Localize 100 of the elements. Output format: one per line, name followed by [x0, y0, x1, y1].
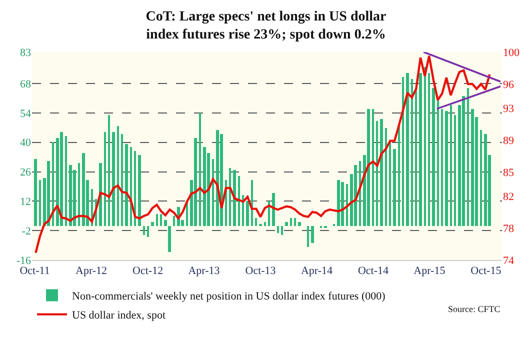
bar — [380, 119, 383, 226]
bar — [39, 180, 41, 226]
y-tick-label: 68 — [20, 78, 32, 90]
y2-tick-label: 96 — [503, 78, 514, 91]
bar — [69, 165, 72, 226]
bar — [229, 168, 231, 226]
x-tick-label: Oct-15 — [470, 265, 502, 278]
y-tick-label: 26 — [20, 166, 32, 179]
bar — [337, 180, 340, 226]
x-tick-label: Apr-15 — [414, 265, 446, 278]
bar — [341, 182, 344, 226]
bar — [411, 79, 413, 226]
bar — [298, 222, 301, 226]
legend-label: US dollar index, spot — [72, 310, 166, 322]
bar — [462, 96, 465, 226]
bar — [216, 130, 219, 226]
bar — [233, 170, 236, 226]
y-tick-label: -2 — [22, 225, 31, 238]
bar — [134, 151, 136, 226]
bar — [307, 226, 309, 247]
legend-label: Non-commercials' weekly net position in US dollar index futures (000) — [72, 290, 386, 303]
bar — [47, 161, 50, 226]
bar — [467, 88, 469, 226]
bar — [432, 88, 435, 226]
bar — [199, 113, 201, 226]
x-tick-label: Oct-11 — [20, 265, 50, 278]
x-tick-label: Apr-12 — [76, 265, 108, 278]
bar — [164, 220, 167, 226]
bar — [398, 126, 400, 226]
bar — [147, 226, 149, 237]
bar — [78, 163, 80, 226]
bar — [445, 111, 448, 226]
bar — [385, 128, 387, 226]
bar — [246, 201, 249, 226]
bar — [424, 67, 426, 226]
bar — [220, 134, 223, 226]
y-tick-label: 54 — [20, 108, 32, 120]
y-tick-label: 12 — [20, 196, 31, 208]
y2-tick-label: 89 — [503, 134, 514, 147]
source-note: Source: CFTC — [448, 304, 500, 314]
bar — [60, 132, 63, 226]
bar — [130, 147, 132, 226]
bar — [264, 222, 266, 226]
bar — [65, 136, 67, 226]
bar — [160, 214, 162, 226]
bar — [104, 132, 106, 226]
bar — [354, 165, 357, 226]
bar — [203, 147, 206, 226]
bar — [277, 226, 279, 233]
bar — [454, 115, 456, 226]
bar — [125, 144, 128, 226]
bar — [156, 214, 158, 226]
y-tick-label: 40 — [20, 137, 32, 150]
bar — [393, 149, 396, 226]
bar — [419, 73, 422, 226]
bar — [376, 121, 378, 226]
bar — [251, 180, 253, 226]
y2-tick-label: 78 — [503, 222, 514, 235]
bar — [441, 109, 443, 226]
bar — [238, 176, 240, 226]
y-tick-label: 83 — [20, 46, 32, 59]
bar — [281, 226, 283, 235]
bar — [367, 109, 370, 226]
bar — [471, 109, 474, 226]
bar — [242, 195, 244, 226]
bar — [151, 222, 154, 226]
bar — [212, 159, 214, 226]
bar — [268, 201, 270, 226]
bar — [99, 163, 102, 226]
y2-tick-label: 82 — [503, 190, 514, 203]
bar — [285, 222, 288, 226]
x-tick-label: Oct-14 — [358, 265, 389, 278]
chart-title: CoT: Large specs' net longs in US dollar index futures rise 23%; spot down 0.2% — [146, 9, 386, 43]
y2-tick-label: 100 — [503, 46, 520, 59]
bar — [112, 132, 115, 226]
bar — [406, 73, 409, 226]
bar — [117, 126, 119, 226]
x-tick-label: Apr-13 — [188, 265, 220, 278]
bar — [52, 142, 54, 226]
bar — [108, 115, 110, 226]
bar — [389, 142, 391, 226]
bar — [437, 100, 439, 226]
bar — [402, 77, 404, 226]
bar — [255, 218, 257, 226]
y-tick-label: -16 — [16, 254, 32, 267]
x-tick-label: Oct-12 — [132, 265, 164, 278]
y2-tick-label: 74 — [503, 254, 514, 267]
bar — [272, 193, 275, 226]
bar — [346, 184, 348, 226]
bar — [138, 155, 141, 226]
bar — [168, 226, 171, 252]
bar — [194, 138, 197, 226]
bar — [143, 226, 145, 235]
bar — [415, 88, 417, 226]
x-tick-label: Apr-14 — [300, 265, 333, 278]
line-series — [34, 54, 491, 254]
bar — [480, 130, 482, 226]
y2-tick-label: 85 — [503, 166, 514, 179]
bar — [311, 226, 314, 243]
bar — [34, 159, 37, 226]
